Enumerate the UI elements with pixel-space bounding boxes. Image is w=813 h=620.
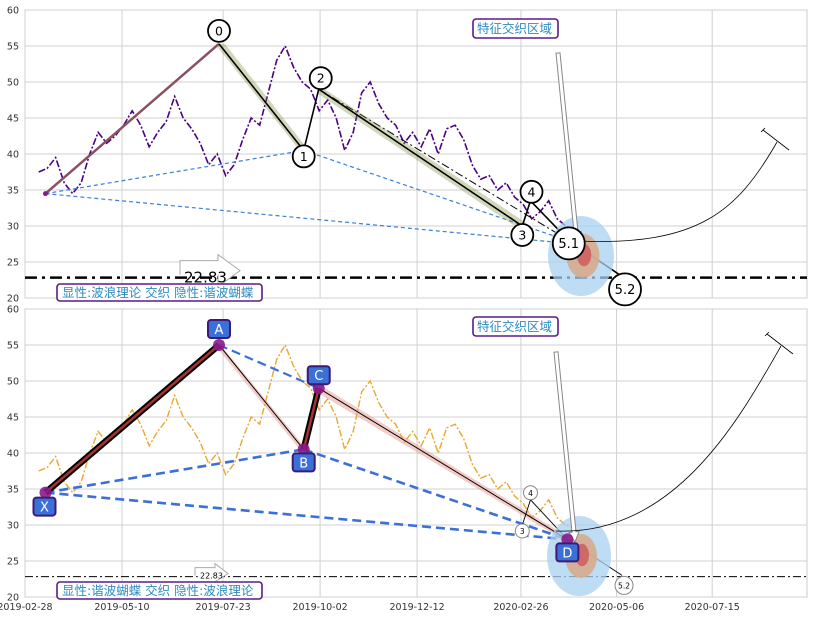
wave-leg	[318, 88, 523, 227]
x-tick-label: 2019-05-10	[94, 602, 149, 613]
x-tick-label: 2019-07-23	[195, 602, 250, 613]
pattern-point-label: C	[314, 369, 323, 384]
wave-point-label: 2	[317, 71, 325, 86]
wave-point-marker	[510, 223, 535, 247]
x-tick-label: 2019-10-02	[292, 602, 347, 613]
wave-marker-label: 4	[528, 489, 533, 498]
y-tick-label: 35	[7, 186, 19, 197]
caption-box	[56, 283, 263, 302]
projection-arc	[577, 141, 778, 242]
support-value-arrow	[194, 562, 229, 583]
trend-line	[45, 149, 304, 195]
y-tick-label: 20	[7, 593, 19, 604]
annotation-box	[472, 18, 559, 39]
projection-arc-end	[764, 331, 794, 355]
y-tick-label: 30	[7, 222, 19, 233]
y-tick-label: 45	[7, 413, 19, 424]
wave-start-dot	[42, 191, 48, 197]
y-tick-label: 30	[7, 521, 19, 532]
y-tick-label: 35	[7, 485, 19, 496]
pattern-point-badge	[207, 319, 231, 339]
wave-point-marker	[291, 144, 316, 169]
wave-point-label: 5.1	[558, 237, 579, 252]
annotation-box	[472, 316, 559, 337]
wave-leg	[302, 89, 320, 151]
y-tick-label: 50	[7, 377, 19, 388]
wave-point-marker	[551, 226, 586, 261]
wave-point-label: 3	[518, 228, 526, 243]
pattern-point-badge	[306, 365, 331, 386]
y-tick-label: 40	[7, 449, 19, 460]
x-tick-label: 2020-07-15	[685, 602, 740, 613]
y-tick-label: 55	[7, 42, 19, 53]
wave-leg	[44, 42, 220, 195]
price-series-line	[38, 44, 575, 231]
trend-line	[45, 193, 579, 245]
annotation-text: 特征交织区域	[477, 21, 552, 36]
y-tick-label: 25	[7, 557, 19, 568]
pattern-leg	[44, 344, 220, 494]
caption-text: 显性:波浪理论 交织 隐性:谐波蝴蝶	[62, 285, 254, 300]
bottom-panel: 20 25 30 35 40 45 50 55 60 22.83 X A B C D 3 4 5.2 特征交织区域显…	[0, 305, 808, 613]
pattern-dashed-line	[218, 343, 320, 390]
top-panel: 20 25 30 35 40 45 50 55 60 22.83 0 1 2 3 4 5.1 5.2 特征交织区域…	[7, 6, 808, 307]
pattern-point-label: X	[40, 501, 49, 516]
wave-marker-circle	[614, 575, 634, 595]
wave-marker-label: 5.2	[618, 581, 630, 590]
pattern-point-badge	[291, 452, 316, 473]
wave-point-marker	[207, 18, 231, 43]
x-tick-label: 2019-02-28	[0, 602, 53, 613]
pattern-point-label: A	[215, 323, 224, 338]
y-tick-label: 50	[7, 78, 19, 89]
wave-point-marker	[308, 66, 333, 91]
annotation-arrow	[553, 351, 580, 544]
wave-marker-circle	[522, 485, 538, 501]
pattern-point-label: D	[562, 546, 572, 561]
channel-line	[318, 88, 570, 241]
wave-leg	[218, 43, 305, 151]
wave-point-marker	[608, 272, 642, 307]
projection-arc-end	[760, 127, 790, 151]
pattern-leg	[302, 387, 320, 450]
price-series-line	[38, 343, 575, 530]
pattern-dashed-line	[45, 491, 568, 541]
x-tick-label: 2020-02-26	[493, 602, 548, 613]
wave-point-label: 1	[300, 149, 308, 164]
pattern-point-dot	[39, 486, 52, 499]
pattern-leg	[218, 344, 305, 450]
caption-box	[56, 581, 263, 600]
wave-marker-label: 3	[520, 527, 525, 536]
caption-text: 显性:谐波蝴蝶 交织 隐性:波浪理论	[62, 583, 254, 598]
wave-point-marker	[519, 179, 544, 204]
wave-point-label: 0	[215, 23, 223, 38]
y-tick-label: 40	[7, 150, 19, 161]
pattern-dashed-line	[45, 448, 304, 494]
pattern-point-label: B	[299, 456, 308, 471]
support-value-label: 22.83	[200, 572, 223, 581]
y-tick-label: 60	[7, 305, 19, 316]
pattern-point-dot	[213, 339, 225, 351]
support-value-label: 22.83	[184, 269, 227, 287]
wave-marker-circle	[514, 523, 530, 539]
wave-point-label: 4	[528, 184, 536, 199]
projection-arc	[555, 345, 782, 532]
y-tick-label: 25	[7, 258, 19, 269]
y-tick-label: 60	[7, 6, 19, 17]
y-tick-label: 20	[7, 294, 19, 305]
y-tick-label: 45	[7, 114, 19, 125]
annotation-text: 特征交织区域	[477, 319, 552, 334]
y-tick-label: 55	[7, 341, 19, 352]
wave-leg	[521, 200, 532, 227]
pattern-point-badge	[32, 496, 57, 517]
x-tick-label: 2019-12-12	[389, 602, 444, 613]
wave-point-label: 5.2	[615, 283, 636, 298]
pattern-point-badge	[555, 542, 580, 563]
x-tick-label: 2020-05-06	[589, 602, 644, 613]
